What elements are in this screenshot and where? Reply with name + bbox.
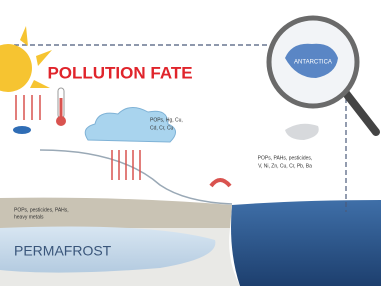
ocean-label: V, Ni, Zn, Cu, Cr, Pb, Ba bbox=[258, 163, 312, 169]
cloud-label: Cd, Cr, Cu bbox=[150, 125, 174, 131]
slope bbox=[40, 150, 232, 204]
ice bbox=[285, 124, 319, 140]
soil-label: POPs, pesticides, PAHs, bbox=[14, 207, 69, 213]
title: POLLUTION FATE bbox=[47, 63, 192, 82]
arc bbox=[211, 180, 230, 186]
diagram: POLLUTION FATE ANTARCTICA POPs, Hg, Cu, … bbox=[0, 0, 381, 286]
magnifier-label: ANTARCTICA bbox=[294, 60, 332, 66]
magnifier bbox=[269, 18, 376, 132]
ocean-label: POPs, PAHs, pesticides, bbox=[258, 155, 313, 161]
ocean bbox=[231, 200, 381, 286]
cloud-label: POPs, Hg, Cu, bbox=[150, 117, 183, 123]
sun bbox=[0, 26, 52, 92]
water-icon bbox=[13, 126, 31, 134]
thermometer bbox=[56, 88, 66, 126]
soil-label: heavy metals bbox=[14, 214, 44, 220]
permafrost-label: PERMAFROST bbox=[14, 243, 112, 259]
